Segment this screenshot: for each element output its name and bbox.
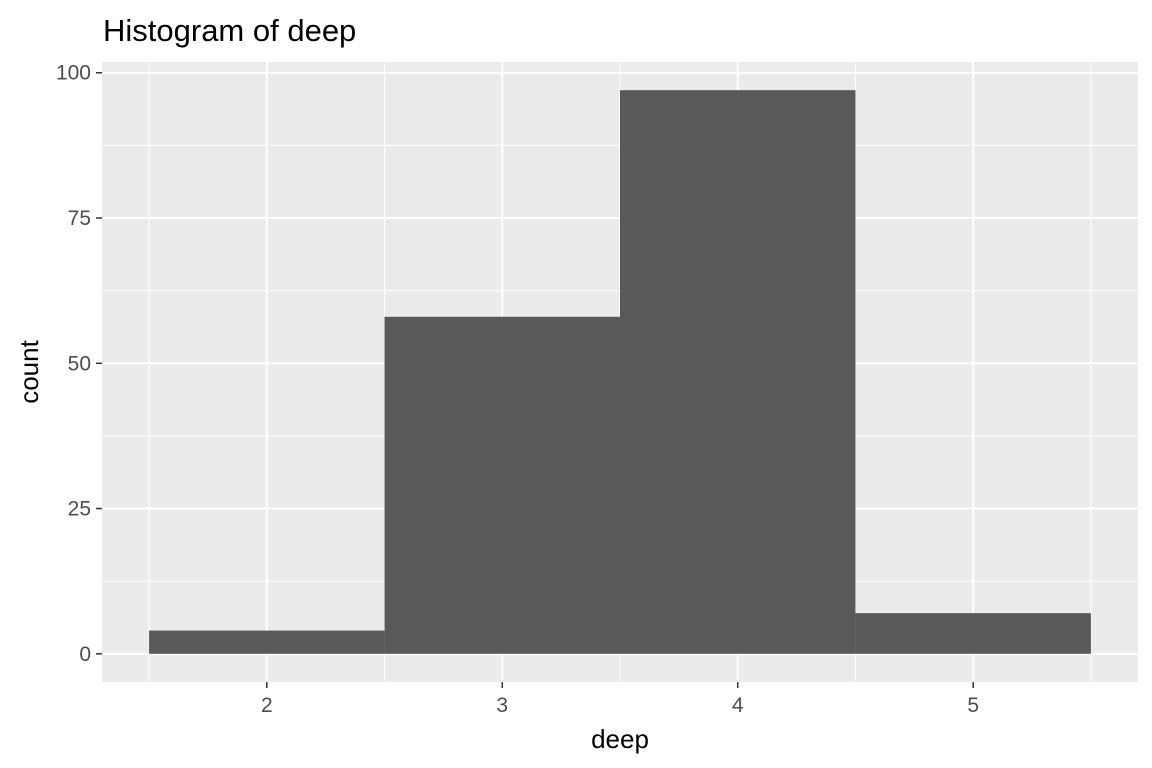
histogram-bar [620,90,856,654]
chart-title: Histogram of deep [103,13,356,48]
x-tick-label: 5 [967,694,979,717]
y-tick-label: 50 [68,352,91,375]
histogram-bar [149,630,385,654]
x-tick-label: 3 [496,694,508,717]
x-axis-title: deep [591,724,649,754]
histogram-bars [149,90,1091,654]
x-tick-label: 4 [732,694,744,717]
x-axis: 2 3 4 5 [261,682,979,717]
y-axis: 0 25 50 75 100 [56,62,102,666]
histogram-bar [855,613,1091,654]
y-axis-title: count [14,339,44,403]
histogram-bar [384,316,620,654]
x-tick-label: 2 [261,694,273,717]
y-tick-label: 75 [68,207,91,230]
y-tick-label: 25 [68,498,91,521]
y-tick-label: 100 [56,62,91,85]
y-tick-label: 0 [79,643,91,666]
